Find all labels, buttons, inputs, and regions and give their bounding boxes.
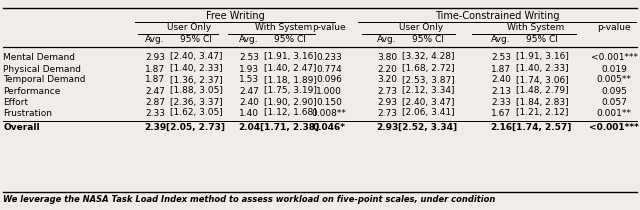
Text: [1.84, 2.83]: [1.84, 2.83]	[516, 97, 568, 106]
Text: With System: With System	[507, 24, 564, 33]
Text: [2.05, 2.73]: [2.05, 2.73]	[166, 122, 225, 131]
Text: 1.67: 1.67	[491, 109, 511, 118]
Text: Frustration: Frustration	[3, 109, 52, 118]
Text: Performance: Performance	[3, 87, 60, 96]
Text: 2.04: 2.04	[238, 122, 260, 131]
Text: [2.40, 3.47]: [2.40, 3.47]	[170, 52, 222, 62]
Text: Free Writing: Free Writing	[205, 11, 264, 21]
Text: p-value: p-value	[312, 24, 346, 33]
Text: 0.233: 0.233	[316, 52, 342, 62]
Text: 95% CI: 95% CI	[526, 35, 558, 45]
Text: 0.057: 0.057	[601, 97, 627, 106]
Text: 1.87: 1.87	[491, 64, 511, 74]
Text: [1.71, 2.38]: [1.71, 2.38]	[260, 122, 319, 131]
Text: 2.20: 2.20	[377, 64, 397, 74]
Text: <0.001***: <0.001***	[591, 52, 637, 62]
Text: 2.13: 2.13	[491, 87, 511, 96]
Text: 0.095: 0.095	[601, 87, 627, 96]
Text: [1.40, 2.33]: [1.40, 2.33]	[170, 64, 222, 74]
Text: 2.73: 2.73	[377, 87, 397, 96]
Text: Effort: Effort	[3, 97, 28, 106]
Text: 1.53: 1.53	[239, 76, 259, 84]
Text: [1.12, 1.68]: [1.12, 1.68]	[264, 109, 316, 118]
Text: Overall: Overall	[3, 122, 40, 131]
Text: [1.21, 2.12]: [1.21, 2.12]	[516, 109, 568, 118]
Text: 2.33: 2.33	[145, 109, 165, 118]
Text: 2.47: 2.47	[239, 87, 259, 96]
Text: 2.40: 2.40	[491, 76, 511, 84]
Text: User Only: User Only	[168, 24, 212, 33]
Text: 0.008**: 0.008**	[312, 109, 346, 118]
Text: 1.40: 1.40	[239, 109, 259, 118]
Text: 0.096: 0.096	[316, 76, 342, 84]
Text: 2.93: 2.93	[145, 52, 165, 62]
Text: With System: With System	[255, 24, 312, 33]
Text: Avg.: Avg.	[239, 35, 259, 45]
Text: User Only: User Only	[399, 24, 444, 33]
Text: [1.91, 3.16]: [1.91, 3.16]	[264, 52, 316, 62]
Text: 2.47: 2.47	[145, 87, 165, 96]
Text: 2.39: 2.39	[144, 122, 166, 131]
Text: 1.87: 1.87	[145, 76, 165, 84]
Text: 2.87: 2.87	[145, 97, 165, 106]
Text: 0.001**: 0.001**	[596, 109, 632, 118]
Text: [1.74, 3.06]: [1.74, 3.06]	[516, 76, 568, 84]
Text: Temporal Demand: Temporal Demand	[3, 76, 86, 84]
Text: Avg.: Avg.	[145, 35, 165, 45]
Text: [1.40, 2.47]: [1.40, 2.47]	[264, 64, 316, 74]
Text: [2.06, 3.41]: [2.06, 3.41]	[402, 109, 454, 118]
Text: Mental Demand: Mental Demand	[3, 52, 75, 62]
Text: 3.20: 3.20	[377, 76, 397, 84]
Text: [2.12, 3.34]: [2.12, 3.34]	[402, 87, 454, 96]
Text: Physical Demand: Physical Demand	[3, 64, 81, 74]
Text: 2.33: 2.33	[491, 97, 511, 106]
Text: [1.48, 2.79]: [1.48, 2.79]	[516, 87, 568, 96]
Text: [2.53, 3.87]: [2.53, 3.87]	[402, 76, 454, 84]
Text: We leverage the NASA Task Load Index method to assess workload on five-point sca: We leverage the NASA Task Load Index met…	[3, 196, 495, 205]
Text: 2.93: 2.93	[376, 122, 398, 131]
Text: 0.150: 0.150	[316, 97, 342, 106]
Text: 1.87: 1.87	[145, 64, 165, 74]
Text: [1.88, 3.05]: [1.88, 3.05]	[170, 87, 223, 96]
Text: 2.16: 2.16	[490, 122, 512, 131]
Text: 95% CI: 95% CI	[412, 35, 444, 45]
Text: 0.005**: 0.005**	[596, 76, 632, 84]
Text: [1.40, 2.33]: [1.40, 2.33]	[516, 64, 568, 74]
Text: p-value: p-value	[597, 24, 631, 33]
Text: 2.40: 2.40	[239, 97, 259, 106]
Text: 2.93: 2.93	[377, 97, 397, 106]
Text: 2.53: 2.53	[491, 52, 511, 62]
Text: [1.74, 2.57]: [1.74, 2.57]	[512, 122, 572, 131]
Text: [1.68, 2.72]: [1.68, 2.72]	[402, 64, 454, 74]
Text: [1.36, 2.37]: [1.36, 2.37]	[170, 76, 222, 84]
Text: 1.93: 1.93	[239, 64, 259, 74]
Text: 0.019: 0.019	[601, 64, 627, 74]
Text: [1.18, 1.89]: [1.18, 1.89]	[264, 76, 316, 84]
Text: 95% CI: 95% CI	[274, 35, 306, 45]
Text: 2.73: 2.73	[377, 109, 397, 118]
Text: Time-Constrained Writing: Time-Constrained Writing	[435, 11, 559, 21]
Text: 1.000: 1.000	[316, 87, 342, 96]
Text: [1.62, 3.05]: [1.62, 3.05]	[170, 109, 222, 118]
Text: 0.046*: 0.046*	[312, 122, 346, 131]
Text: <0.001***: <0.001***	[589, 122, 639, 131]
Text: [1.75, 3.19]: [1.75, 3.19]	[264, 87, 316, 96]
Text: 3.80: 3.80	[377, 52, 397, 62]
Text: [3.32, 4.28]: [3.32, 4.28]	[402, 52, 454, 62]
Text: Avg.: Avg.	[377, 35, 397, 45]
Text: 95% CI: 95% CI	[180, 35, 212, 45]
Text: [1.90, 2.90]: [1.90, 2.90]	[264, 97, 316, 106]
Text: [1.91, 3.16]: [1.91, 3.16]	[516, 52, 568, 62]
Text: [2.40, 3.47]: [2.40, 3.47]	[402, 97, 454, 106]
Text: [2.36, 3.37]: [2.36, 3.37]	[170, 97, 222, 106]
Text: 2.53: 2.53	[239, 52, 259, 62]
Text: 0.774: 0.774	[316, 64, 342, 74]
Text: Avg.: Avg.	[491, 35, 511, 45]
Text: [2.52, 3.34]: [2.52, 3.34]	[399, 122, 458, 131]
